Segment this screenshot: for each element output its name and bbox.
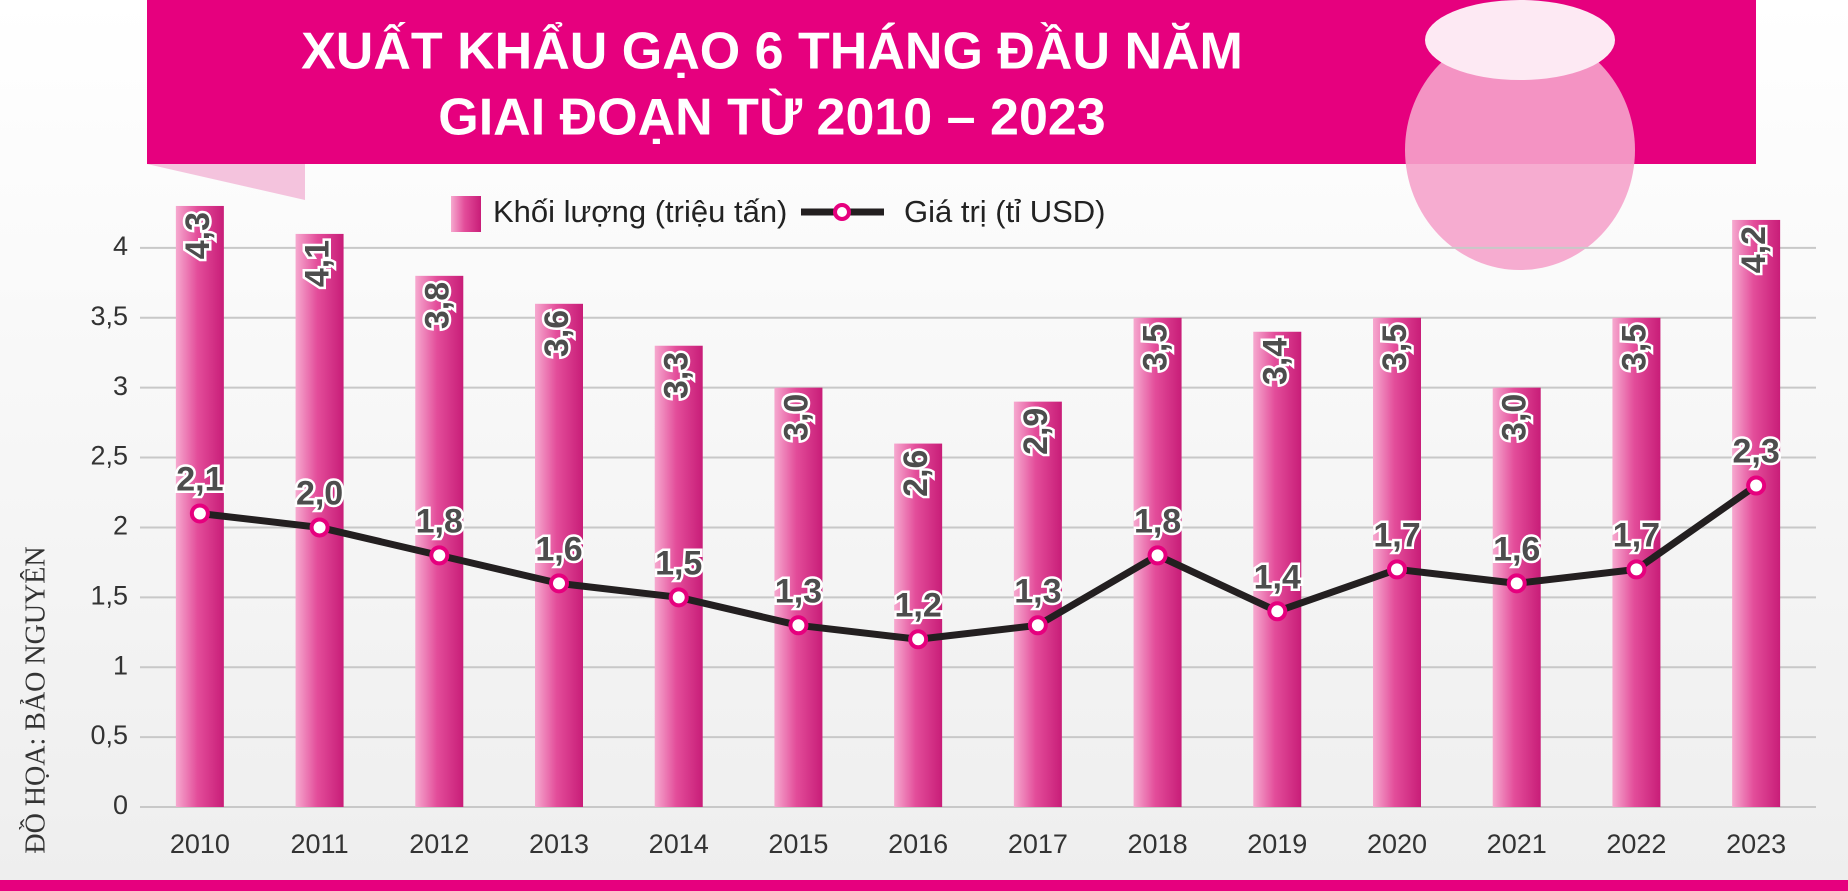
chart-title: XUẤT KHẨU GẠO 6 THÁNG ĐẦU NĂM <box>301 22 1243 81</box>
point-value-label: 2,3 <box>1733 432 1780 470</box>
credit: ĐỒ HỌA: BẢO NGUYÊN <box>19 546 51 853</box>
rice-sack <box>1405 0 1635 270</box>
bar-value-label: 3,0 <box>1496 394 1534 441</box>
x-tick-label: 2021 <box>1487 829 1547 859</box>
line-point <box>908 629 929 650</box>
x-tick-label: 2022 <box>1606 829 1666 859</box>
line-point <box>1506 573 1527 594</box>
line-point <box>189 503 210 524</box>
x-tick-label: 2011 <box>291 829 349 859</box>
bar <box>1732 219 1781 807</box>
bar-value-label: 4,3 <box>179 212 217 259</box>
point-value-label: 1,3 <box>775 572 822 610</box>
bar <box>1492 387 1541 807</box>
bar-value-label: 3,8 <box>418 282 456 329</box>
bar <box>415 275 464 807</box>
point-value-label: 1,6 <box>535 530 582 568</box>
bar <box>1253 331 1302 807</box>
line-point <box>788 615 809 636</box>
title-band-tail <box>147 164 305 200</box>
x-tick-label: 2018 <box>1128 829 1188 859</box>
y-tick-label: 0,5 <box>90 720 128 750</box>
bar <box>774 387 823 807</box>
line-point <box>549 573 569 594</box>
bar-value-label: 3,0 <box>777 394 815 441</box>
line-point <box>1387 559 1407 580</box>
bar-value-label: 4,2 <box>1735 226 1773 273</box>
bar <box>1013 401 1062 807</box>
bar-value-label: 3,5 <box>1376 324 1414 371</box>
y-tick-label: 1,5 <box>90 580 128 610</box>
x-tick-label: 2017 <box>1008 829 1068 859</box>
y-tick-label: 0 <box>113 790 128 820</box>
legend-marker <box>833 203 851 221</box>
x-tick-label: 2015 <box>768 829 828 859</box>
bottom-band <box>0 880 1848 891</box>
point-value-label: 1,8 <box>1134 502 1181 540</box>
x-tick-label: 2014 <box>649 829 709 859</box>
x-tick-label: 2016 <box>888 829 948 859</box>
legend-label: Giá trị (tỉ USD) <box>904 194 1106 229</box>
bar-value-label: 3,4 <box>1256 338 1294 385</box>
line-point <box>1626 559 1647 580</box>
bar-value-label: 3,5 <box>1137 324 1175 371</box>
bar <box>654 345 703 807</box>
point-value-label: 1,7 <box>1613 516 1660 554</box>
point-value-label: 2,0 <box>296 474 343 512</box>
y-tick-label: 3 <box>113 371 128 401</box>
y-tick-label: 1 <box>113 650 128 680</box>
bar-value-label: 2,6 <box>897 450 935 497</box>
x-tick-label: 2010 <box>170 829 230 859</box>
point-value-label: 1,6 <box>1493 530 1540 568</box>
value-line <box>199 482 1759 643</box>
x-tick-label: 2012 <box>409 829 469 859</box>
line-point <box>309 517 330 538</box>
line-point <box>1147 545 1168 566</box>
bar-value-label: 3,5 <box>1615 324 1653 371</box>
point-value-label: 1,8 <box>416 502 463 540</box>
point-value-label: 1,3 <box>1014 572 1061 610</box>
y-tick-label: 2,5 <box>90 441 128 471</box>
point-value-label: 1,2 <box>895 586 942 624</box>
line-point <box>668 587 689 608</box>
legend-swatch <box>451 196 481 232</box>
legend-label: Khối lượng (triệu tấn) <box>493 194 787 229</box>
line-point <box>429 545 450 566</box>
bar-value-label: 2,9 <box>1017 408 1055 455</box>
x-tick-label: 2020 <box>1367 829 1427 859</box>
x-tick-label: 2023 <box>1726 829 1786 859</box>
line-point <box>1027 615 1048 636</box>
bar-value-label: 3,6 <box>538 310 576 357</box>
x-tick-label: 2013 <box>529 829 589 859</box>
line-point <box>1267 601 1288 622</box>
bar-value-label: 4,1 <box>299 240 337 287</box>
point-value-label: 1,7 <box>1373 516 1420 554</box>
bar <box>894 443 943 807</box>
point-value-label: 1,5 <box>655 544 702 582</box>
y-tick-label: 2 <box>113 511 128 541</box>
bar <box>535 303 583 807</box>
bar-value-label: 3,3 <box>658 352 696 399</box>
line-point <box>1746 475 1767 496</box>
x-tick-label: 2019 <box>1247 829 1307 859</box>
point-value-label: 1,4 <box>1254 558 1301 596</box>
y-tick-label: 4 <box>113 231 128 261</box>
chart-title: GIAI ĐOẠN TỪ 2010 – 2023 <box>438 89 1105 147</box>
point-value-label: 2,1 <box>176 460 223 498</box>
y-tick-label: 3,5 <box>90 301 128 331</box>
